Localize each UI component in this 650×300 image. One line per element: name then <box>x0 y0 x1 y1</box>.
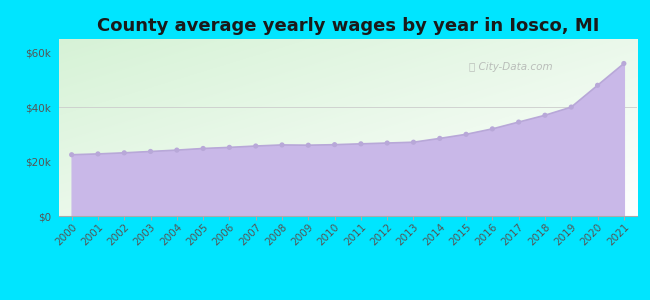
Title: County average yearly wages by year in Iosco, MI: County average yearly wages by year in I… <box>97 17 599 35</box>
Point <box>119 150 129 155</box>
Point <box>250 144 261 148</box>
Point <box>356 141 366 146</box>
Point <box>592 83 603 88</box>
Point <box>303 143 313 148</box>
Point <box>330 142 340 147</box>
Point <box>382 141 393 146</box>
Point <box>172 148 182 152</box>
Point <box>566 105 577 110</box>
Text: ⓘ City-Data.com: ⓘ City-Data.com <box>469 62 553 72</box>
Point <box>619 61 629 66</box>
Point <box>277 142 287 147</box>
Point <box>66 152 77 157</box>
Point <box>224 145 235 150</box>
Point <box>488 127 498 131</box>
Point <box>514 120 524 124</box>
Point <box>146 149 156 154</box>
Point <box>93 152 103 156</box>
Point <box>408 140 419 145</box>
Point <box>461 132 471 137</box>
Point <box>540 113 550 118</box>
Point <box>435 136 445 141</box>
Point <box>198 146 208 151</box>
